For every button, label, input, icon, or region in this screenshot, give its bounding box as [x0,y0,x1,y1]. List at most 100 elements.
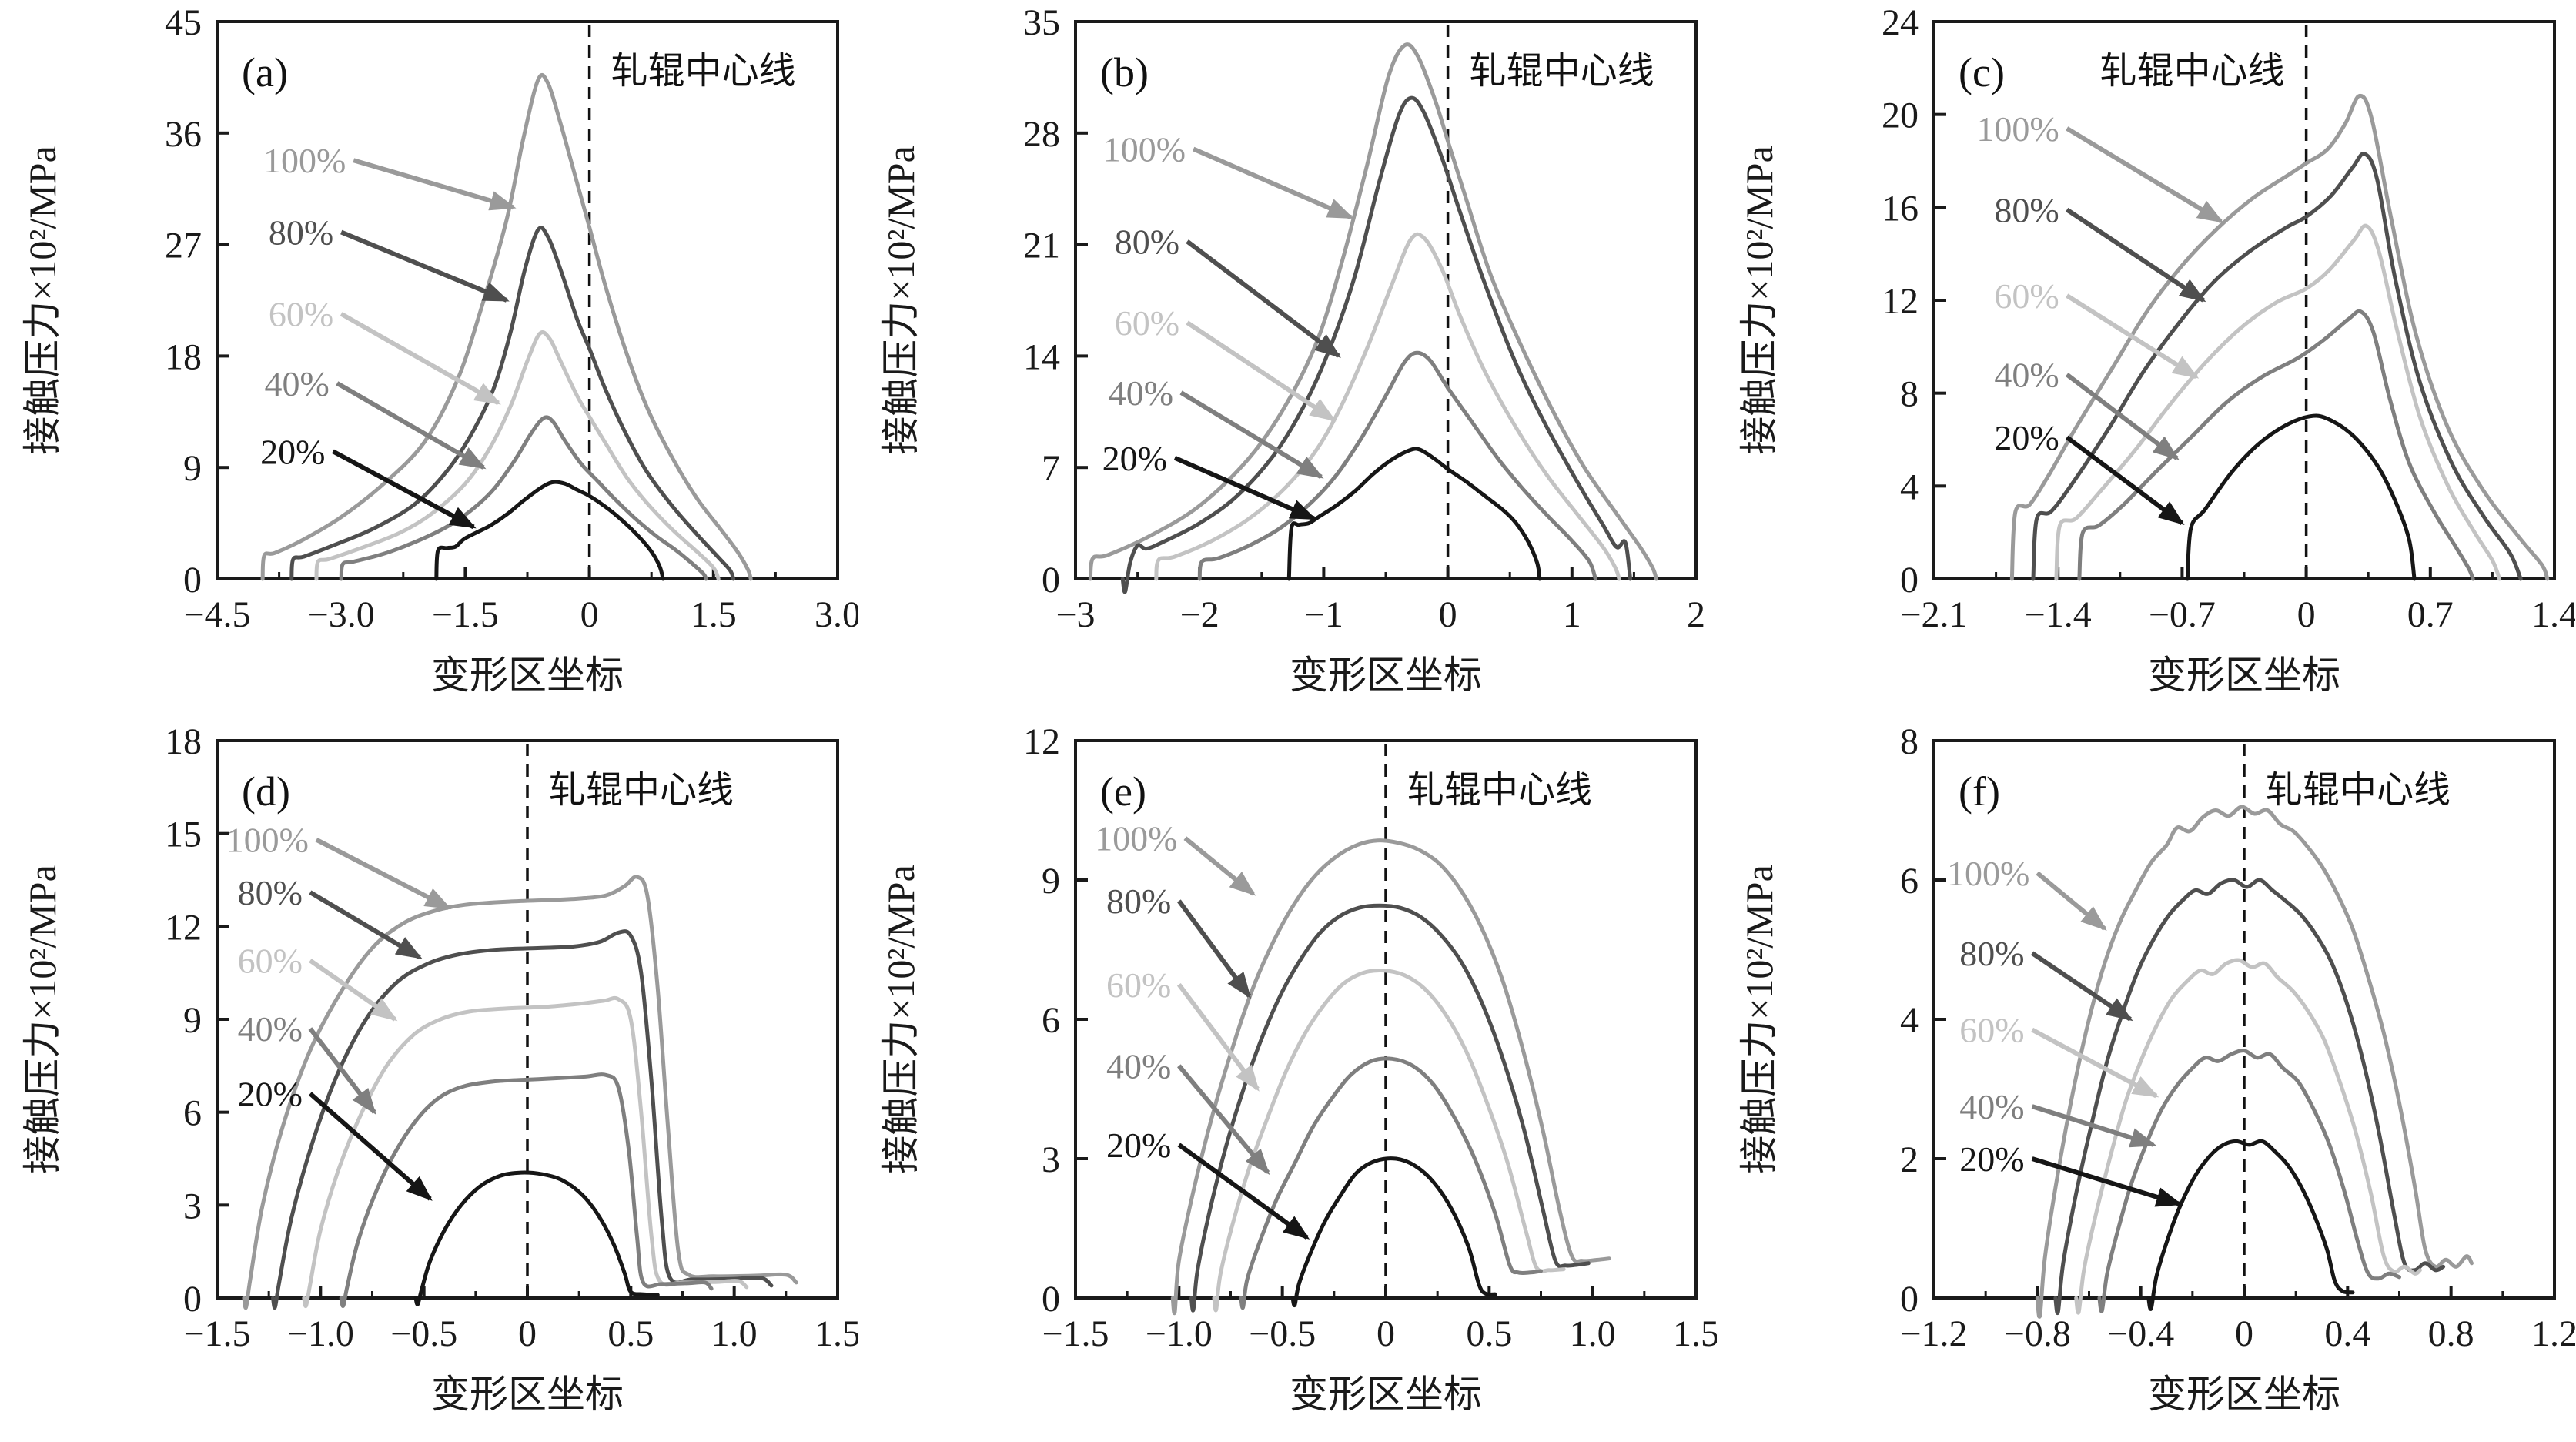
curves [242,875,798,1310]
y-tick-label: 21 [1023,226,1060,266]
x-tick-label: 0.8 [2428,1313,2474,1354]
plot-svg-b: −3 −2 −1 0 1 2 0 7 14 21 28 35 变形区坐标 接触压力×10²/MPa (b) 轧… [879,2,1705,697]
curve-80pct [2031,152,2523,581]
x-tick-label: −1.5 [183,1313,250,1354]
series-label-60pct: 60% [1115,303,1179,343]
x-tick-label: 0 [2297,594,2316,635]
x-tick-label: −0.5 [1249,1313,1316,1354]
curve-40pct [339,415,708,581]
y-tick-label: 0 [183,1279,202,1320]
x-tick-label: −4.5 [183,594,250,635]
x-tick-label: 1.5 [691,594,737,635]
x-tick-label: 3.0 [815,594,858,635]
curve-100pct [1088,42,1658,581]
y-tick-label: 12 [1023,721,1060,762]
plot-svg-f: −1.2 −0.8 −0.4 0 0.4 0.8 1.2 0 2 4 6 8 变形区坐标 接触压力×10²… [1738,721,2576,1416]
y-tick-label: 9 [1042,861,1060,902]
series-label-80pct: 80% [1106,882,1171,921]
x-tick-label: 1.4 [2531,594,2575,635]
y-tick-label: 20 [1882,95,1919,136]
annotation-arrow-80pct [340,229,510,303]
x-axis: −3 −2 −1 0 1 2 [1055,567,1705,635]
x-tick-label: 0.4 [2324,1313,2370,1354]
annotation-arrow-80pct [2066,207,2206,303]
series-label-20pct: 20% [238,1075,303,1114]
curve-100pct [2035,805,2474,1319]
x-tick-label: −3 [1055,594,1095,635]
y-tick-label: 0 [1042,1279,1060,1320]
annotation-arrow-100pct [353,158,517,211]
series-label-60pct: 60% [1994,276,2059,316]
panel-letter: (c) [1959,49,2005,95]
y-tick-label: 0 [1900,560,1919,601]
y-tick-label: 0 [1900,1279,1919,1320]
annotation-arrow-20pct [2065,435,2185,526]
series-label-40pct: 40% [1106,1046,1171,1086]
y-tick-label: 27 [165,226,202,266]
annotation-arrow-100pct [2066,126,2224,224]
centerline-label: 轧辊中心线 [611,51,796,92]
annotation-arrow-60pct [340,312,501,406]
x-tick-label: 0.5 [1466,1313,1512,1354]
curve-20pct [1286,447,1542,581]
y-tick-label: 9 [183,1000,202,1041]
series-label-100pct: 100% [1095,819,1177,858]
series-label-20pct: 20% [1959,1139,2024,1179]
curve-80pct [1120,95,1633,594]
annotation-arrow-60pct [309,959,398,1022]
annotation-arrow-80pct [1176,899,1252,999]
x-tick-label: −0.8 [2004,1313,2071,1354]
y-tick-label: 6 [183,1093,202,1134]
y-axis-title: 接触压力×10²/MPa [1738,865,1781,1174]
y-axis-title: 接触压力×10²/MPa [879,146,922,455]
y-axis-title: 接触压力×10²/MPa [879,865,922,1174]
series-label-20pct: 20% [1102,439,1167,478]
x-tick-label: −0.4 [2107,1313,2174,1354]
series-label-80pct: 80% [1115,222,1179,261]
curves [2035,805,2474,1319]
y-tick-label: 7 [1042,448,1060,489]
annotation-arrow-20pct [1177,1143,1310,1240]
plot-svg-c: −2.1 −1.4 −0.7 0 0.7 1.4 0 4 8 12 16 20 24 变形区坐标 接触压力×… [1738,2,2576,697]
y-axis: 0 3 6 9 12 15 18 [165,721,229,1320]
curve-60pct [314,330,721,581]
panel-letter: (a) [242,49,288,95]
annotation-arrow-40pct [308,1027,376,1115]
x-tick-label: 0 [1439,594,1457,635]
series-label-100pct: 100% [226,821,309,860]
series-label-60pct: 60% [1959,1011,2024,1050]
plot-svg-e: −1.5 −1.0 −0.5 0 0.5 1.0 1.5 0 3 6 9 12 变形区坐标 接触压力×10… [879,721,1719,1416]
x-axis-title: 变形区坐标 [2148,1373,2340,1416]
curve-60pct [1154,232,1621,581]
x-tick-label: −0.5 [390,1313,457,1354]
series-label-40pct: 40% [1109,373,1173,413]
subplot-d: −1.5 −1.0 −0.5 0 0.5 1.0 1.5 0 3 6 9 12 15 18 变形区坐标 接触压… [0,719,861,1438]
x-axis-title: 变形区坐标 [1290,654,1482,697]
curves [2009,93,2550,581]
y-tick-label: 24 [1882,2,1919,43]
y-tick-label: 35 [1023,2,1060,43]
series-label-20pct: 20% [1106,1126,1171,1165]
x-tick-label: −1.5 [1042,1313,1109,1354]
x-tick-label: −1.0 [1146,1313,1213,1354]
series-label-80pct: 80% [1959,934,2024,973]
curve-100pct [260,72,753,581]
x-tick-label: 1.5 [815,1313,858,1354]
curve-60pct [302,995,749,1309]
centerline-label: 轧辊中心线 [2100,51,2285,92]
series-label-60pct: 60% [238,942,303,981]
x-tick-label: 0 [518,1313,537,1354]
x-tick-label: −1 [1304,594,1343,635]
curves [1088,42,1658,594]
subplot-c: −2.1 −1.4 −0.7 0 0.7 1.4 0 4 8 12 16 20 24 变形区坐标 接触压力×… [1717,0,2576,719]
x-tick-label: −1.2 [1900,1313,1967,1354]
x-tick-label: 1.2 [2531,1313,2575,1354]
plot-svg-a: −4.5 −3.0 −1.5 0 1.5 3.0 0 9 18 27 36 45 变形区坐标 接触压力×1… [21,2,861,697]
x-axis-title: 变形区坐标 [431,1373,624,1416]
x-axis: −1.5 −1.0 −0.5 0 0.5 1.0 1.5 [1042,1286,1719,1354]
plot-svg-d: −1.5 −1.0 −0.5 0 0.5 1.0 1.5 0 3 6 9 12 15 18 变形区坐标 接触压… [21,721,861,1416]
centerline-label: 轧辊中心线 [2266,770,2451,811]
y-tick-label: 12 [165,907,202,948]
x-tick-label: −1.4 [2025,594,2092,635]
